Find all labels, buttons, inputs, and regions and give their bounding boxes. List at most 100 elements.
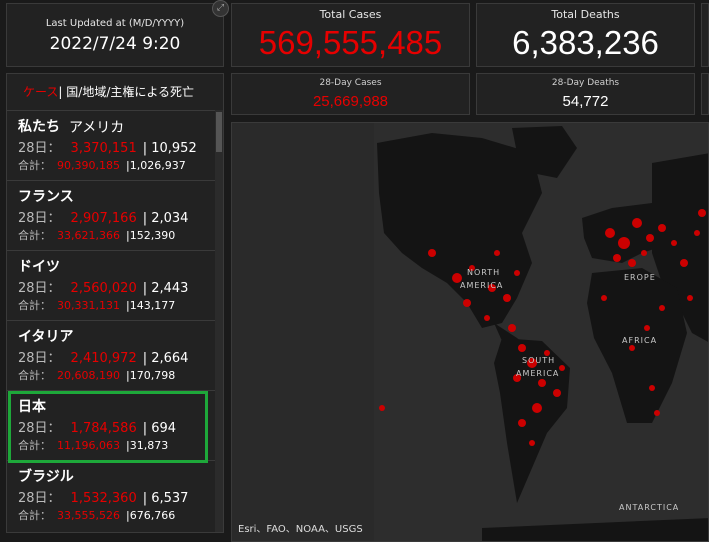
prefix-28: 28日： (18, 351, 61, 366)
case-marker (680, 259, 688, 267)
case-marker (632, 218, 642, 228)
scrollbar-thumb[interactable] (216, 112, 222, 152)
deaths-28: 6,537 (151, 491, 189, 506)
list-item-usa[interactable]: 私たち アメリカ 28日： 3,370,151 | 10,952 合計： 90,390… (7, 110, 215, 180)
prefix-28: 28日： (18, 421, 61, 436)
row-total: 合計： 11,196,063 |31,873 (18, 439, 169, 452)
row-total: 合計： 33,555,526 |676,766 (18, 509, 176, 522)
last-updated-label: Last Updated at (M/D/YYYY) (45, 18, 185, 29)
deaths-total: 170,798 (129, 369, 176, 382)
last-updated-panel: Last Updated at (M/D/YYYY) 2022/7/24 9:2… (6, 0, 229, 67)
map-label-europe: EROPE (624, 273, 656, 282)
deaths-28: 2,034 (151, 211, 189, 226)
map-canvas[interactable]: NORTH AMERICA SOUTH AMERICA EROPE AFRICA… (232, 123, 709, 542)
cases-28: 3,370,151 (70, 141, 137, 156)
case-marker (687, 295, 693, 301)
cases-28-label: 28-Day Cases (319, 78, 382, 88)
prefix-28: 28日： (18, 281, 61, 296)
list-item-germany[interactable]: ドイツ 28日： 2,560,020 | 2,443 合計： 30,331,131 |1… (7, 250, 215, 320)
country-list[interactable]: 私たち アメリカ 28日： 3,370,151 | 10,952 合計： 90,390… (7, 110, 215, 532)
cases-28: 1,784,586 (70, 421, 137, 436)
total-cases-panel: Total Cases 569,555,485 (231, 3, 470, 67)
country-name: 私たち (18, 119, 60, 135)
world-map[interactable]: NORTH AMERICA SOUTH AMERICA EROPE AFRICA… (231, 122, 709, 542)
cases-28-value: 25,669,988 (312, 93, 389, 110)
row-28-day: 28日： 3,370,151 | 10,952 (18, 141, 197, 156)
case-marker (658, 224, 666, 232)
country-name: ドイツ (18, 259, 60, 275)
cases-28: 2,560,020 (70, 281, 137, 296)
total-cases-label: Total Cases (319, 8, 382, 21)
case-marker (698, 209, 706, 217)
deaths-28-value: 54,772 (562, 93, 609, 110)
cases-total: 11,196,063 (57, 439, 120, 452)
japan-highlight-box (8, 391, 208, 463)
row-total: 合計： 33,621,366 |152,390 (18, 229, 176, 242)
row-28-day: 28日： 1,532,360 | 6,537 (18, 491, 189, 506)
case-marker (532, 403, 542, 413)
total-deaths-label: Total Deaths (551, 8, 620, 21)
case-marker (644, 325, 650, 331)
cases-total: 90,390,185 (57, 159, 120, 172)
case-marker (618, 237, 630, 249)
row-total: 合計： 90,390,185 |1,026,937 (18, 159, 186, 172)
case-marker (628, 259, 636, 267)
deaths-total: 31,873 (129, 439, 169, 452)
map-label-south-america: AMERICA (516, 369, 559, 378)
country-name: イタリア (18, 329, 74, 345)
cases-total: 33,555,526 (57, 509, 120, 522)
list-item-brazil[interactable]: ブラジル 28日： 1,532,360 | 6,537 合計： 33,555,526 |… (7, 460, 215, 530)
case-marker (544, 350, 550, 356)
tab-deaths-by-country[interactable]: 国/地域/主権による死亡 (66, 85, 195, 99)
case-marker (527, 358, 537, 368)
cases-28-panel: 28-Day Cases 25,669,988 (231, 73, 470, 115)
cases-total: 20,608,190 (57, 369, 120, 382)
case-marker (518, 419, 526, 427)
last-updated-value: 2022/7/24 9:20 (49, 34, 181, 54)
case-marker (649, 385, 655, 391)
cases-28: 2,410,972 (70, 351, 137, 366)
expand-icon[interactable]: ⤢ (212, 0, 229, 17)
deaths-total: 676,766 (129, 509, 176, 522)
total-cases-value: 569,555,485 (258, 24, 443, 61)
case-marker (379, 405, 385, 411)
country-list-panel: ケース| 国/地域/主権による死亡 私たち アメリカ 28日： 3,370,151… (6, 73, 224, 533)
deaths-28: 2,443 (151, 281, 189, 296)
case-marker (469, 265, 475, 271)
row-28-day: 28日： 2,560,020 | 2,443 (18, 281, 189, 296)
case-marker (428, 249, 436, 257)
list-item-japan[interactable]: 日本 28日： 1,784,586 | 694 合計： 11,196,063 |31,8… (7, 390, 215, 460)
country-name-secondary: アメリカ (69, 120, 125, 136)
case-marker (559, 365, 565, 371)
cases-total: 30,331,131 (57, 299, 120, 312)
case-marker (601, 295, 607, 301)
prefix-total: 合計： (18, 229, 51, 242)
cases-28: 2,907,166 (70, 211, 137, 226)
prefix-total: 合計： (18, 439, 51, 452)
list-item-italy[interactable]: イタリア 28日： 2,410,972 | 2,664 合計： 20,608,190 |… (7, 320, 215, 390)
list-item-france[interactable]: フランス 28日： 2,907,166 | 2,034 合計： 33,621,366 |… (7, 180, 215, 250)
map-label-south-america: SOUTH (522, 356, 555, 365)
total-deaths-value: 6,383,236 (512, 24, 659, 61)
prefix-28: 28日： (18, 141, 61, 156)
prefix-28: 28日： (18, 211, 61, 226)
right-panel-edge (701, 3, 709, 67)
deaths-total: 143,177 (129, 299, 176, 312)
tab-cases[interactable]: ケース (23, 85, 59, 99)
case-marker (538, 379, 546, 387)
country-name: ブラジル (18, 469, 74, 485)
case-marker (641, 250, 647, 256)
row-total: 合計： 20,608,190 |170,798 (18, 369, 176, 382)
case-marker (513, 374, 521, 382)
case-marker (613, 254, 621, 262)
prefix-total: 合計： (18, 159, 51, 172)
case-marker (494, 250, 500, 256)
deaths-28-panel: 28-Day Deaths 54,772 (476, 73, 695, 115)
deaths-total: 1,026,937 (129, 159, 186, 172)
map-label-antarctica: ANTARCTICA (619, 503, 679, 512)
list-scrollbar[interactable] (215, 110, 223, 532)
row-28-day: 28日： 2,907,166 | 2,034 (18, 211, 189, 226)
case-marker (518, 344, 526, 352)
prefix-total: 合計： (18, 509, 51, 522)
list-tabs: ケース| 国/地域/主権による死亡 (7, 74, 215, 110)
